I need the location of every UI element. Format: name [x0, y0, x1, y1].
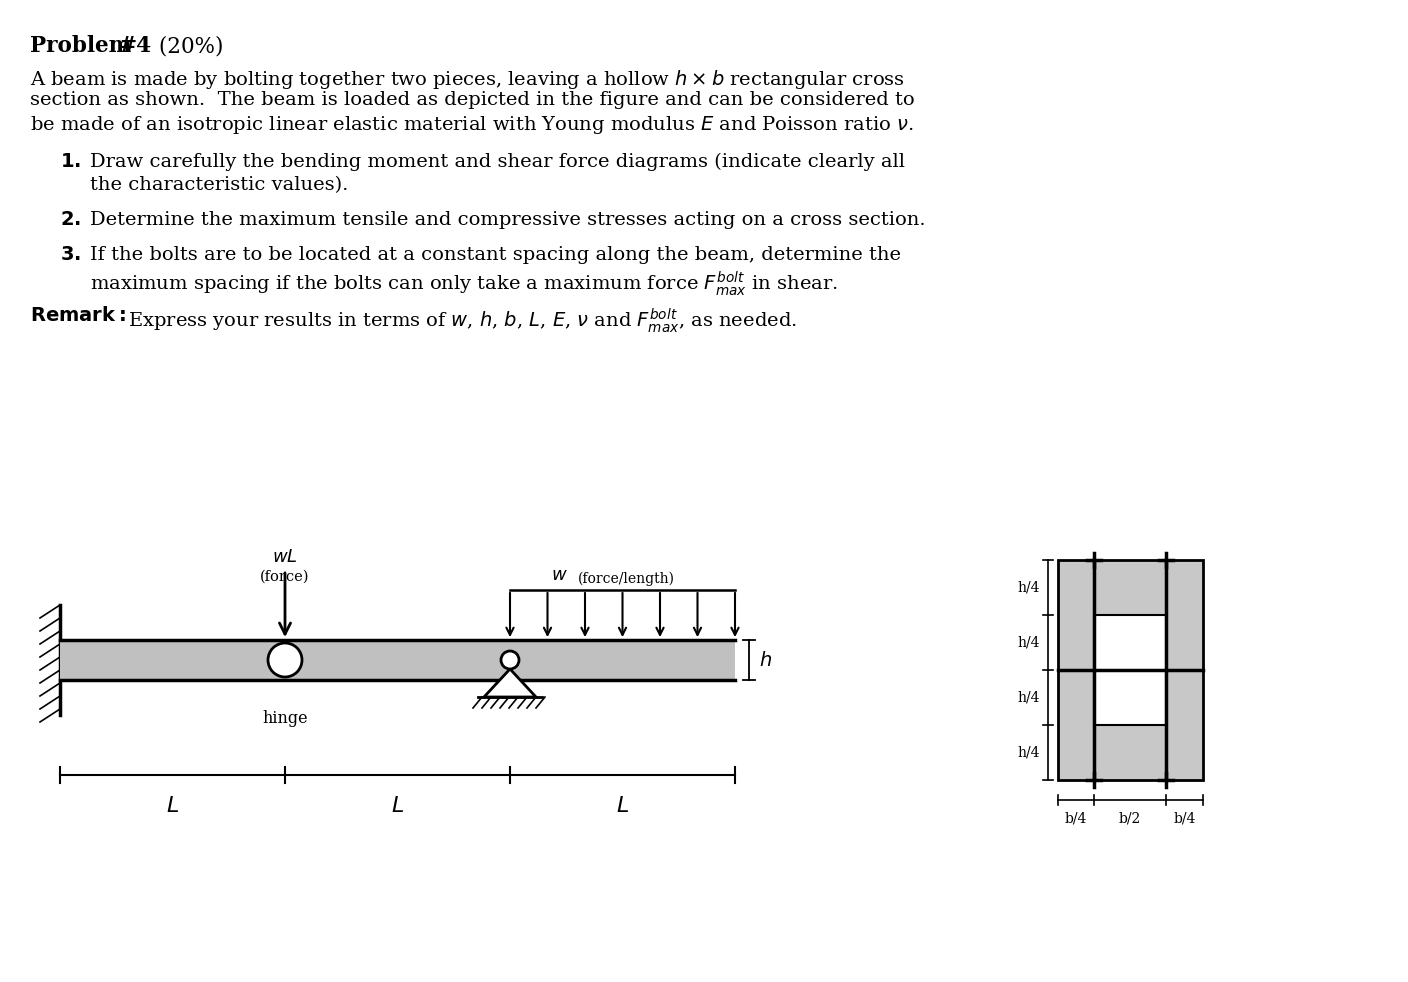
Text: $\mathbf{3.}$: $\mathbf{3.}$: [61, 246, 80, 264]
Text: If the bolts are to be located at a constant spacing along the beam, determine t: If the bolts are to be located at a cons…: [90, 246, 901, 264]
Text: A beam is made by bolting together two pieces, leaving a hollow $h \times b$ rec: A beam is made by bolting together two p…: [30, 68, 905, 91]
Text: the characteristic values).: the characteristic values).: [90, 176, 348, 194]
Text: Draw carefully the bending moment and shear force diagrams (indicate clearly all: Draw carefully the bending moment and sh…: [90, 153, 905, 171]
Text: $L$: $L$: [166, 795, 179, 817]
Text: $\mathbf{Remark:}$: $\mathbf{Remark:}$: [30, 306, 125, 325]
Text: #4: #4: [118, 35, 151, 57]
Text: h/4: h/4: [1017, 690, 1039, 704]
Bar: [61, 640, 735, 680]
Text: $wL$: $wL$: [272, 548, 298, 566]
Text: section as shown.  The beam is loaded as depicted in the figure and can be consi: section as shown. The beam is loaded as …: [30, 91, 915, 109]
Circle shape: [268, 643, 301, 677]
Text: maximum spacing if the bolts can only take a maximum force $F^{bolt}_{max}$ in s: maximum spacing if the bolts can only ta…: [90, 269, 838, 298]
Text: $L$: $L$: [615, 795, 629, 817]
Text: (force/length): (force/length): [577, 572, 674, 586]
Text: h/4: h/4: [1017, 635, 1039, 649]
Text: Problem: Problem: [30, 35, 139, 57]
Text: $\mathbf{1.}$: $\mathbf{1.}$: [61, 153, 80, 171]
Text: $\mathbf{2.}$: $\mathbf{2.}$: [61, 211, 80, 229]
Text: $h$: $h$: [759, 650, 772, 670]
Circle shape: [501, 651, 520, 669]
Text: h/4: h/4: [1017, 580, 1039, 594]
Text: Determine the maximum tensile and compressive stresses acting on a cross section: Determine the maximum tensile and compre…: [90, 211, 925, 229]
Text: Express your results in terms of $w$, $h$, $b$, $L$, $E$, $\nu$ and $F^{bolt}_{m: Express your results in terms of $w$, $h…: [128, 306, 797, 335]
Text: be made of an isotropic linear elastic material with Young modulus $E$ and Poiss: be made of an isotropic linear elastic m…: [30, 114, 914, 136]
Text: h/4: h/4: [1017, 745, 1039, 759]
Text: hinge: hinge: [262, 710, 308, 727]
Bar: [1057, 560, 1202, 780]
Text: $L$: $L$: [391, 795, 404, 817]
Polygon shape: [484, 669, 536, 697]
Bar: [1094, 615, 1166, 725]
Text: $w$: $w$: [551, 566, 567, 584]
Text: b/4: b/4: [1064, 812, 1087, 826]
Text: b/2: b/2: [1119, 812, 1140, 826]
Text: (20%): (20%): [152, 35, 224, 57]
Text: b/4: b/4: [1173, 812, 1195, 826]
Text: (force): (force): [260, 570, 310, 584]
